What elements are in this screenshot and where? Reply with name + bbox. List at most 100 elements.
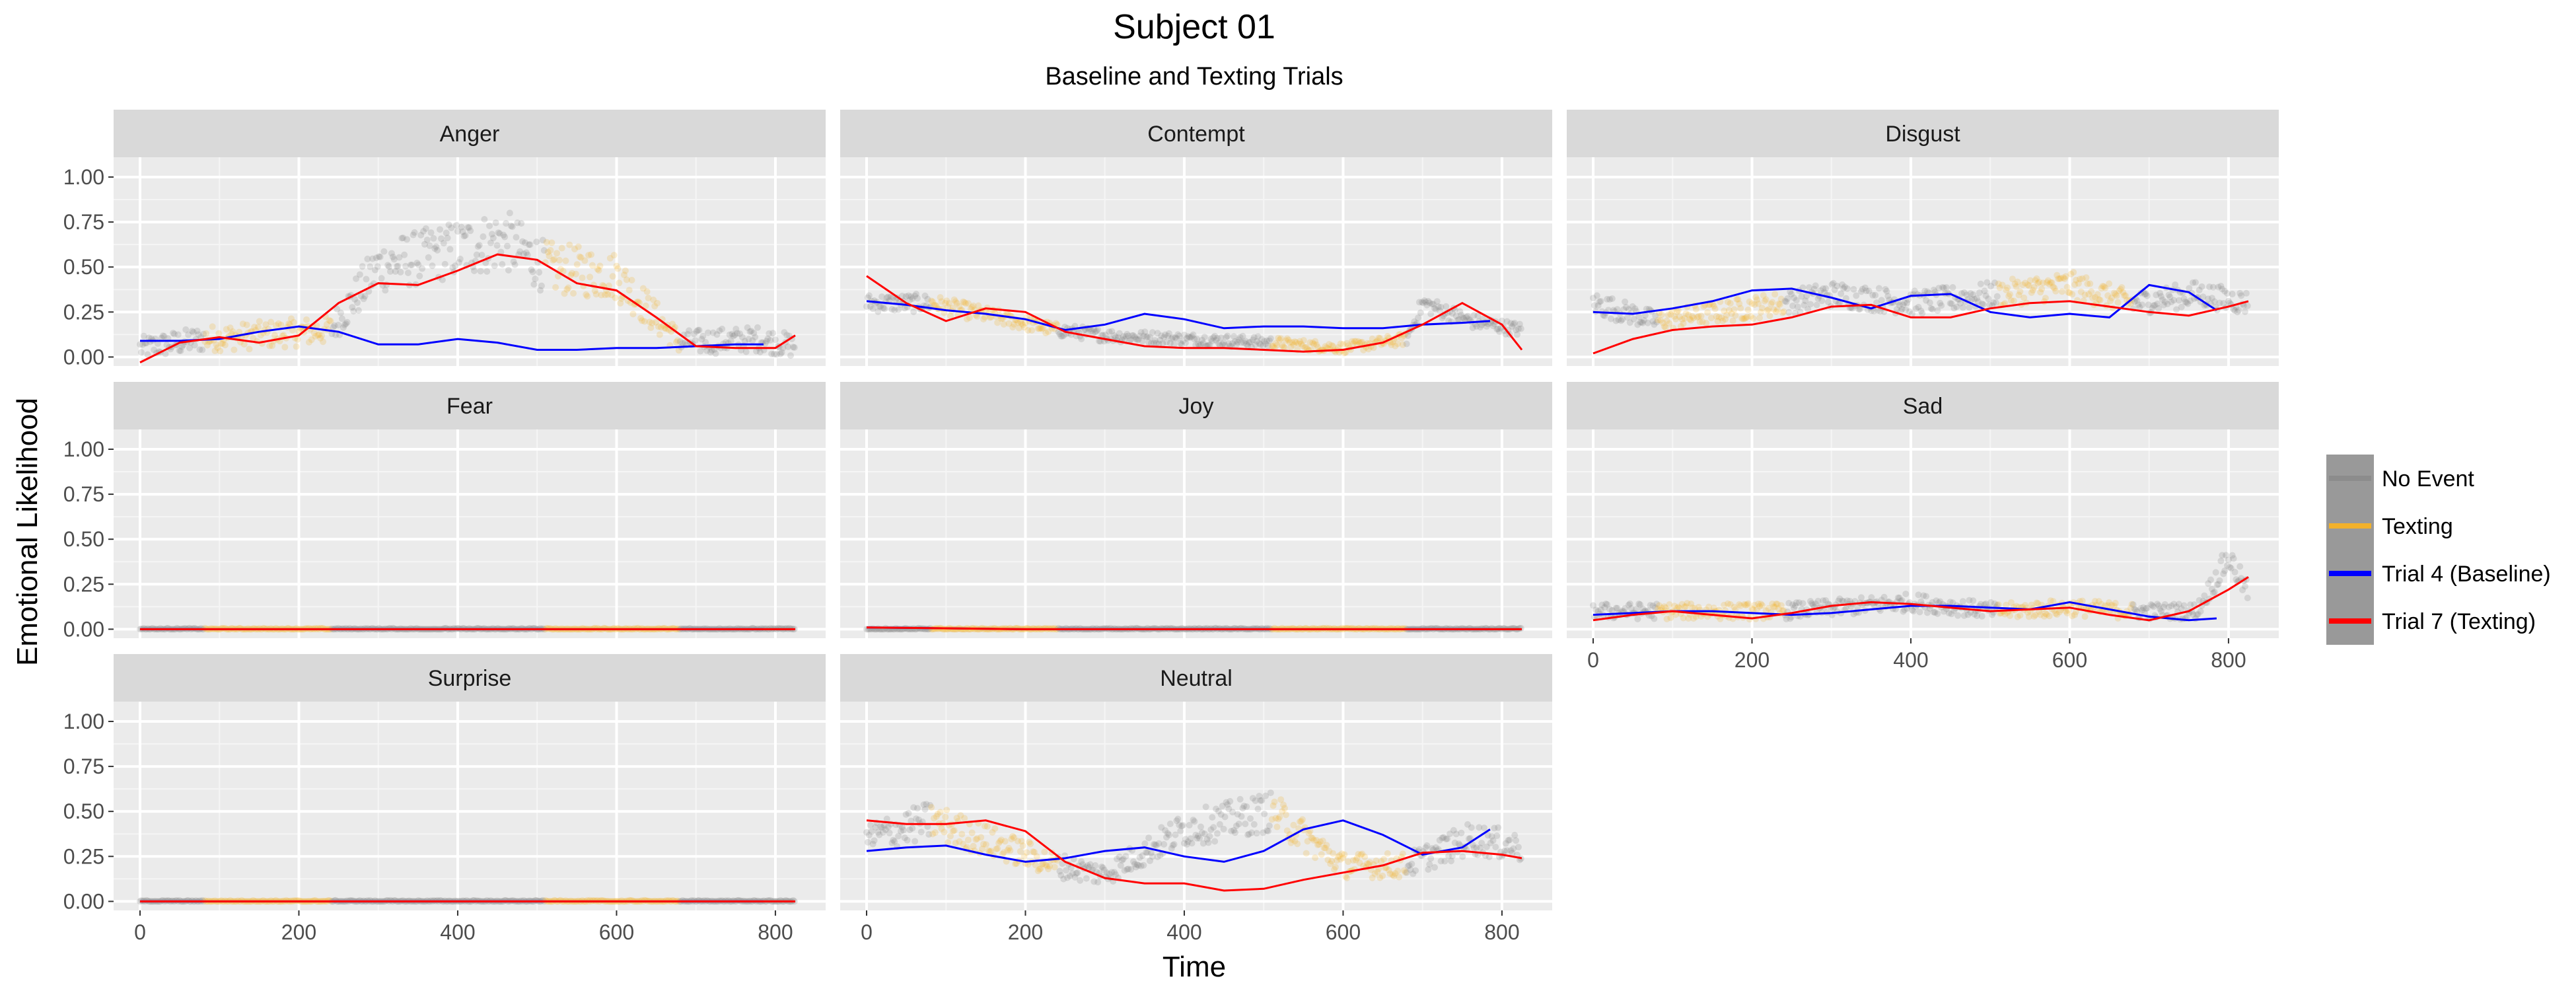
observed-point — [970, 302, 977, 309]
observed-point — [1396, 873, 1403, 881]
observed-point — [1755, 300, 1762, 307]
observed-point — [361, 293, 369, 300]
observed-point — [1685, 311, 1692, 318]
observed-point — [218, 340, 225, 347]
observed-point — [2076, 275, 2083, 283]
x-tick-label: 200 — [281, 920, 316, 944]
observed-point — [470, 267, 478, 274]
observed-point — [1798, 293, 1805, 300]
observed-point — [675, 347, 682, 354]
observed-point — [1351, 338, 1358, 345]
observed-point — [374, 263, 381, 270]
observed-point — [1301, 344, 1308, 351]
observed-point — [421, 240, 428, 248]
observed-point — [137, 341, 143, 348]
observed-point — [538, 282, 545, 289]
observed-point — [476, 242, 483, 249]
observed-point — [1735, 295, 1742, 303]
observed-point — [2100, 283, 2108, 290]
observed-point — [895, 306, 902, 313]
observed-point — [1960, 289, 1968, 296]
observed-point — [1254, 333, 1262, 340]
observed-point — [1947, 300, 1954, 307]
observed-point — [967, 305, 974, 312]
observed-point — [386, 263, 393, 270]
observed-point — [1431, 863, 1438, 871]
observed-point — [662, 325, 670, 332]
observed-point — [1281, 805, 1288, 812]
observed-point — [1205, 342, 1212, 349]
observed-point — [186, 344, 194, 351]
observed-point — [1967, 290, 1974, 297]
observed-point — [458, 223, 465, 231]
observed-point — [496, 230, 503, 237]
observed-point — [1597, 297, 1604, 305]
facet-label: Anger — [440, 122, 500, 147]
observed-point — [1814, 295, 1822, 303]
observed-point — [1282, 337, 1289, 344]
observed-point — [2180, 295, 2188, 303]
observed-point — [1231, 829, 1238, 836]
observed-point — [1137, 328, 1145, 336]
observed-point — [1710, 303, 1717, 310]
observed-point — [1034, 325, 1042, 332]
observed-point — [2197, 608, 2204, 615]
observed-point — [1982, 292, 1989, 299]
observed-point — [1916, 608, 1923, 616]
observed-point — [293, 343, 300, 350]
observed-point — [1758, 305, 1766, 312]
observed-point — [1725, 307, 1733, 314]
observed-point — [1187, 334, 1194, 341]
observed-point — [456, 256, 464, 263]
observed-point — [1143, 333, 1150, 340]
observed-point — [1784, 295, 1791, 302]
observed-point — [170, 330, 177, 337]
observed-point — [942, 299, 949, 307]
observed-point — [439, 276, 446, 283]
observed-point — [1332, 863, 1339, 871]
observed-point — [1273, 823, 1281, 830]
observed-point — [612, 294, 619, 301]
x-tick-label: 600 — [2052, 648, 2087, 672]
observed-point — [182, 326, 190, 333]
chart-title: Subject 01 — [1113, 8, 1275, 46]
observed-point — [431, 245, 439, 252]
observed-point — [1398, 334, 1405, 342]
observed-point — [334, 305, 341, 312]
observed-point — [2110, 289, 2118, 297]
observed-point — [1495, 325, 1502, 332]
x-tick-label: 400 — [1893, 648, 1928, 672]
observed-point — [1323, 344, 1330, 351]
observed-point — [1170, 841, 1178, 848]
observed-point — [1861, 284, 1869, 291]
observed-point — [1191, 336, 1198, 343]
observed-point — [880, 305, 888, 312]
observed-point — [434, 246, 441, 254]
observed-point — [1139, 338, 1146, 345]
observed-point — [1145, 339, 1153, 346]
observed-point — [623, 276, 630, 283]
observed-point — [938, 298, 945, 305]
observed-point — [1831, 286, 1838, 293]
observed-point — [1425, 297, 1432, 305]
observed-point — [1859, 285, 1866, 293]
observed-point — [1210, 824, 1217, 831]
observed-point — [2157, 289, 2164, 297]
observed-point — [1038, 325, 1046, 332]
observed-point — [1355, 338, 1362, 345]
observed-point — [1791, 309, 1799, 316]
observed-point — [1174, 815, 1182, 823]
observed-point — [433, 243, 440, 250]
observed-point — [2030, 283, 2038, 291]
observed-point — [400, 235, 407, 242]
observed-point — [1659, 319, 1666, 326]
observed-point — [1282, 811, 1289, 819]
observed-point — [449, 264, 456, 272]
observed-point — [364, 255, 371, 262]
observed-point — [2208, 295, 2215, 302]
observed-point — [188, 328, 196, 335]
observed-point — [554, 250, 561, 257]
observed-point — [877, 303, 884, 310]
observed-point — [1623, 304, 1630, 311]
observed-point — [779, 344, 787, 351]
